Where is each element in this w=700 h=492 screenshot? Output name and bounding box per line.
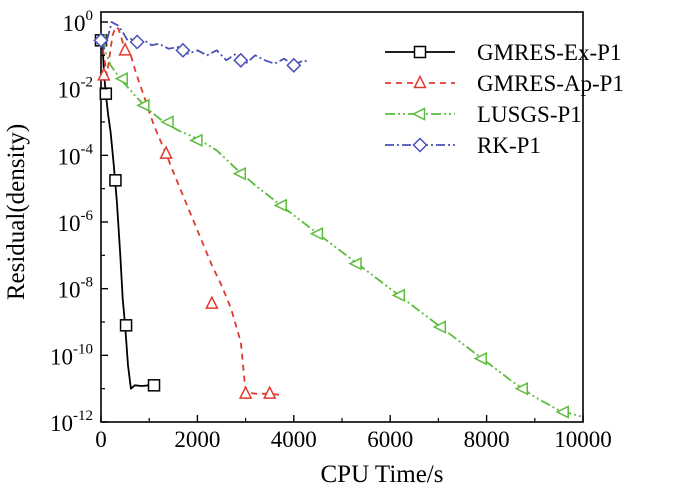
ticks-layer: 0 2000 4000 6000 8000 10000 100 10-2 10-4 10-6 10-…	[50, 8, 612, 452]
legend-label: LUSGS-P1	[477, 102, 582, 127]
y-tick-label: 10-8	[58, 275, 94, 303]
y-tick-label: 10-2	[58, 75, 94, 103]
series-rk-p1	[93, 21, 309, 73]
data-point-lusgs-p1	[514, 381, 528, 396]
data-point-lusgs-p1	[309, 226, 324, 241]
data-point-lusgs-p1	[348, 256, 362, 271]
y-axis-label: Residual(density)	[3, 124, 30, 300]
legend-item-rk-p1: RK-P1	[385, 133, 541, 158]
data-point-lusgs-p1	[473, 351, 488, 366]
data-point-lusgs-p1	[273, 198, 287, 213]
data-point-lusgs-p1	[232, 166, 247, 181]
data-point-gmres-ex-p1	[119, 319, 133, 332]
data-point-lusgs-p1	[136, 98, 150, 113]
legend: GMRES-Ex-P1 GMRES-Ap-P1 LUSGS-P1 RK-P1	[385, 40, 624, 158]
data-point-rk-p1	[175, 42, 191, 58]
legend-item-lusgs-p1: LUSGS-P1	[385, 102, 582, 127]
x-tick-label: 8000	[464, 427, 510, 452]
data-point-gmres-ex-p1	[109, 174, 122, 187]
x-tick-label: 0	[95, 427, 107, 452]
data-point-rk-p1	[129, 34, 145, 50]
data-point-rk-p1	[93, 32, 109, 48]
data-point-rk-p1	[233, 52, 249, 68]
data-point-gmres-ap-p1	[159, 145, 173, 159]
legend-marker	[412, 137, 428, 153]
series-layer	[92, 21, 584, 419]
data-point-gmres-ap-p1	[262, 385, 277, 399]
x-tick-label: 10000	[554, 427, 612, 452]
legend-marker	[413, 74, 427, 89]
legend-label: GMRES-Ex-P1	[477, 40, 621, 65]
data-point-lusgs-p1	[160, 115, 174, 129]
data-point-lusgs-p1	[189, 133, 203, 148]
data-point-gmres-ap-p1	[97, 67, 111, 81]
legend-marker	[411, 107, 426, 121]
legend-label: RK-P1	[477, 133, 541, 158]
x-tick-label: 2000	[174, 427, 220, 452]
series-line-gmres-ex-p1	[101, 39, 157, 390]
data-point-gmres-ex-p1	[147, 379, 161, 392]
data-point-lusgs-p1	[114, 71, 128, 86]
data-point-gmres-ap-p1	[238, 385, 253, 399]
y-tick-label: 10-12	[50, 408, 93, 436]
data-point-lusgs-p1	[555, 405, 569, 419]
y-tick-label: 100	[63, 8, 94, 36]
series-gmres-ap-p1	[97, 26, 285, 399]
series-line-gmres-ap-p1	[100, 26, 285, 397]
legend-marker	[413, 45, 427, 59]
y-tick-label: 10-6	[58, 208, 94, 236]
series-line-rk-p1	[100, 21, 309, 67]
legend-item-gmres-ex-p1: GMRES-Ex-P1	[385, 40, 621, 65]
x-axis-label: CPU Time/s	[321, 461, 444, 488]
y-tick-label: 10-4	[58, 141, 94, 169]
x-tick-label: 4000	[271, 427, 317, 452]
y-tick-label: 10-10	[50, 341, 93, 369]
data-point-gmres-ap-p1	[118, 42, 132, 56]
series-line-lusgs-p1	[100, 39, 584, 418]
data-point-gmres-ap-p1	[205, 295, 219, 309]
data-point-gmres-ex-p1	[99, 87, 113, 100]
data-point-lusgs-p1	[391, 288, 406, 303]
data-point-lusgs-p1	[432, 320, 447, 334]
data-point-rk-p1	[286, 57, 302, 73]
x-tick-label: 6000	[367, 427, 413, 452]
legend-label: GMRES-Ap-P1	[477, 71, 624, 96]
legend-item-gmres-ap-p1: GMRES-Ap-P1	[385, 71, 624, 96]
